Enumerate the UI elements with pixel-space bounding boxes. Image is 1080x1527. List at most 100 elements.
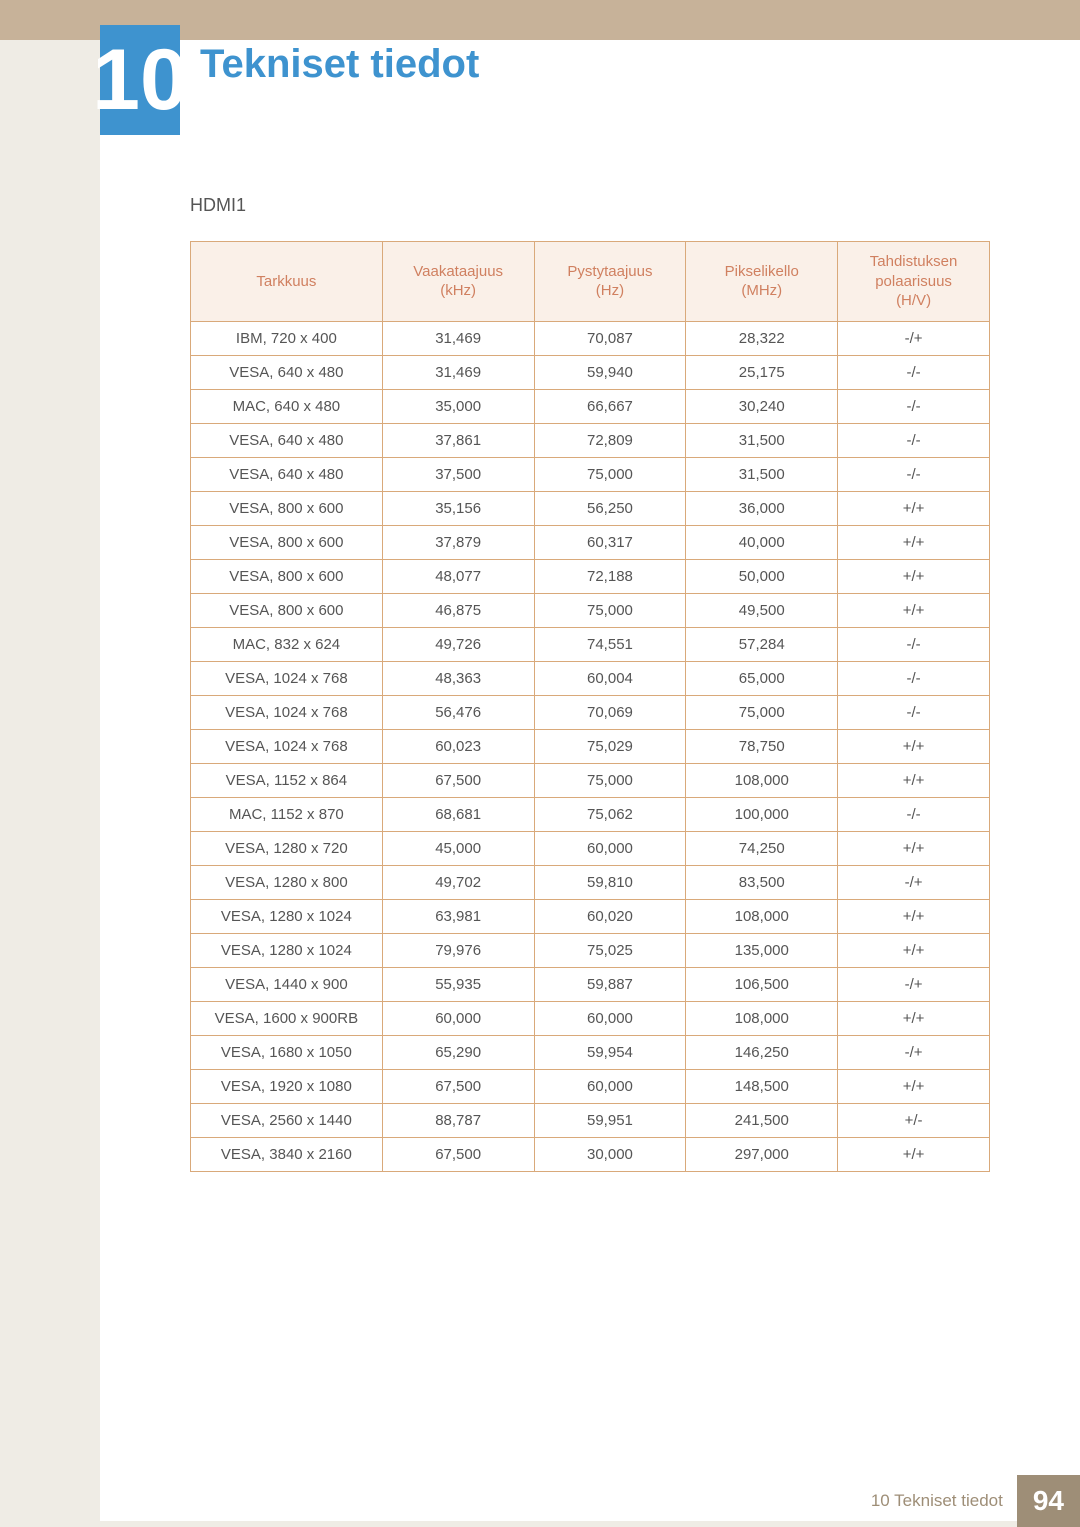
- table-cell: 37,500: [382, 457, 534, 491]
- table-cell: 59,810: [534, 865, 686, 899]
- table-cell: VESA, 1280 x 720: [191, 831, 383, 865]
- table-cell: VESA, 3840 x 2160: [191, 1137, 383, 1171]
- table-cell: 88,787: [382, 1103, 534, 1137]
- table-header-row: Tarkkuus Vaakataajuus (kHz) Pystytaajuus…: [191, 242, 990, 322]
- table-row: IBM, 720 x 40031,46970,08728,322-/+: [191, 321, 990, 355]
- table-cell: MAC, 640 x 480: [191, 389, 383, 423]
- table-row: VESA, 1280 x 102479,97675,025135,000+/+: [191, 933, 990, 967]
- table-cell: 70,087: [534, 321, 686, 355]
- table-cell: 68,681: [382, 797, 534, 831]
- table-cell: 36,000: [686, 491, 838, 525]
- table-cell: MAC, 1152 x 870: [191, 797, 383, 831]
- table-cell: 83,500: [686, 865, 838, 899]
- table-cell: VESA, 640 x 480: [191, 423, 383, 457]
- table-cell: 56,476: [382, 695, 534, 729]
- table-cell: 148,500: [686, 1069, 838, 1103]
- table-cell: 57,284: [686, 627, 838, 661]
- table-cell: 75,000: [686, 695, 838, 729]
- table-cell: 72,809: [534, 423, 686, 457]
- table-cell: +/+: [838, 593, 990, 627]
- table-cell: VESA, 1024 x 768: [191, 661, 383, 695]
- table-cell: +/-: [838, 1103, 990, 1137]
- table-row: VESA, 640 x 48037,86172,80931,500-/-: [191, 423, 990, 457]
- table-cell: 75,029: [534, 729, 686, 763]
- section-label: HDMI1: [190, 195, 990, 216]
- table-cell: 75,000: [534, 593, 686, 627]
- table-cell: 56,250: [534, 491, 686, 525]
- table-cell: 25,175: [686, 355, 838, 389]
- table-cell: +/+: [838, 763, 990, 797]
- table-body: IBM, 720 x 40031,46970,08728,322-/+VESA,…: [191, 321, 990, 1171]
- table-cell: 60,000: [534, 831, 686, 865]
- footer: 10 Tekniset tiedot 94: [871, 1475, 1080, 1527]
- table-cell: -/+: [838, 321, 990, 355]
- table-cell: VESA, 1440 x 900: [191, 967, 383, 1001]
- left-sidebar-band: [0, 0, 100, 1527]
- table-cell: 65,000: [686, 661, 838, 695]
- table-cell: 30,240: [686, 389, 838, 423]
- footer-label: 10 Tekniset tiedot: [871, 1491, 1017, 1511]
- table-cell: +/+: [838, 1001, 990, 1035]
- table-row: MAC, 1152 x 87068,68175,062100,000-/-: [191, 797, 990, 831]
- table-row: VESA, 2560 x 144088,78759,951241,500+/-: [191, 1103, 990, 1137]
- table-cell: 60,020: [534, 899, 686, 933]
- table-cell: 60,004: [534, 661, 686, 695]
- col-header-pystytaajuus: Pystytaajuus (Hz): [534, 242, 686, 322]
- table-cell: 66,667: [534, 389, 686, 423]
- table-cell: 31,500: [686, 423, 838, 457]
- table-cell: -/+: [838, 967, 990, 1001]
- col-header-tarkkuus: Tarkkuus: [191, 242, 383, 322]
- table-cell: 72,188: [534, 559, 686, 593]
- table-row: VESA, 1600 x 900RB60,00060,000108,000+/+: [191, 1001, 990, 1035]
- table-cell: 50,000: [686, 559, 838, 593]
- table-cell: 63,981: [382, 899, 534, 933]
- table-cell: 46,875: [382, 593, 534, 627]
- table-row: VESA, 1440 x 90055,93559,887106,500-/+: [191, 967, 990, 1001]
- table-cell: 135,000: [686, 933, 838, 967]
- table-cell: 74,551: [534, 627, 686, 661]
- table-row: VESA, 640 x 48031,46959,94025,175-/-: [191, 355, 990, 389]
- table-cell: 79,976: [382, 933, 534, 967]
- table-cell: -/+: [838, 1035, 990, 1069]
- table-row: VESA, 800 x 60035,15656,25036,000+/+: [191, 491, 990, 525]
- table-cell: 31,469: [382, 321, 534, 355]
- table-cell: -/-: [838, 695, 990, 729]
- table-cell: 70,069: [534, 695, 686, 729]
- table-row: VESA, 1680 x 105065,29059,954146,250-/+: [191, 1035, 990, 1069]
- table-cell: VESA, 1920 x 1080: [191, 1069, 383, 1103]
- table-cell: 108,000: [686, 1001, 838, 1035]
- table-cell: 78,750: [686, 729, 838, 763]
- page-title: Tekniset tiedot: [200, 42, 479, 87]
- table-row: MAC, 832 x 62449,72674,55157,284-/-: [191, 627, 990, 661]
- table-cell: 60,317: [534, 525, 686, 559]
- table-cell: 40,000: [686, 525, 838, 559]
- table-cell: +/+: [838, 729, 990, 763]
- table-cell: 49,500: [686, 593, 838, 627]
- table-cell: VESA, 640 x 480: [191, 457, 383, 491]
- table-cell: IBM, 720 x 400: [191, 321, 383, 355]
- col-header-pikselikello: Pikselikello (MHz): [686, 242, 838, 322]
- table-cell: 28,322: [686, 321, 838, 355]
- table-row: VESA, 1280 x 80049,70259,81083,500-/+: [191, 865, 990, 899]
- table-cell: 75,025: [534, 933, 686, 967]
- table-cell: 60,000: [534, 1001, 686, 1035]
- table-cell: VESA, 1680 x 1050: [191, 1035, 383, 1069]
- table-row: VESA, 800 x 60048,07772,18850,000+/+: [191, 559, 990, 593]
- col-header-tahdistuksen: Tahdistuksen polaarisuus (H/V): [838, 242, 990, 322]
- table-cell: -/-: [838, 797, 990, 831]
- table-row: VESA, 640 x 48037,50075,00031,500-/-: [191, 457, 990, 491]
- table-cell: 59,940: [534, 355, 686, 389]
- table-cell: 37,861: [382, 423, 534, 457]
- table-cell: 241,500: [686, 1103, 838, 1137]
- table-cell: 30,000: [534, 1137, 686, 1171]
- table-row: VESA, 800 x 60037,87960,31740,000+/+: [191, 525, 990, 559]
- table-row: VESA, 1152 x 86467,50075,000108,000+/+: [191, 763, 990, 797]
- table-cell: 45,000: [382, 831, 534, 865]
- page-number: 94: [1017, 1475, 1080, 1527]
- table-cell: 146,250: [686, 1035, 838, 1069]
- table-cell: +/+: [838, 1137, 990, 1171]
- table-cell: +/+: [838, 899, 990, 933]
- table-cell: -/-: [838, 355, 990, 389]
- table-cell: VESA, 1600 x 900RB: [191, 1001, 383, 1035]
- table-cell: VESA, 800 x 600: [191, 491, 383, 525]
